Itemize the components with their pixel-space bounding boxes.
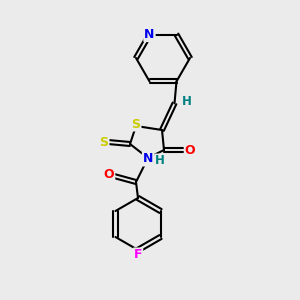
Text: H: H <box>155 154 165 167</box>
Text: F: F <box>134 248 142 262</box>
Text: S: S <box>131 118 140 130</box>
Text: S: S <box>100 136 109 148</box>
Text: O: O <box>185 143 195 157</box>
Text: N: N <box>143 152 153 166</box>
Text: O: O <box>104 169 114 182</box>
Text: N: N <box>144 28 155 41</box>
Text: H: H <box>182 95 191 108</box>
